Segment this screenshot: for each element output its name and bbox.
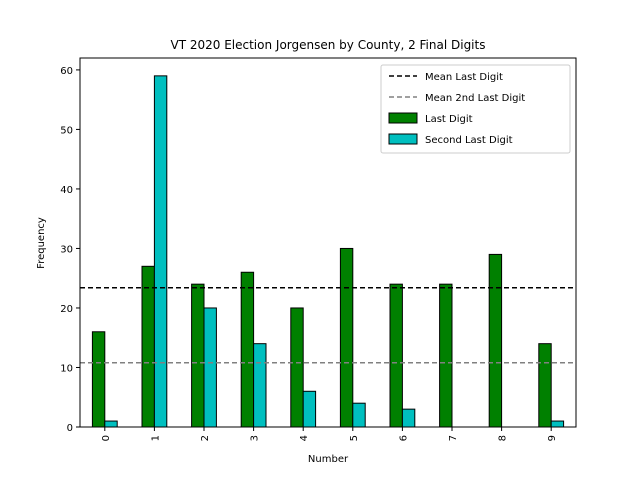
y-tick-label-30: 30 [60, 244, 73, 255]
y-tick-label-60: 60 [60, 66, 73, 77]
bar-second-last-digit-3 [253, 343, 267, 428]
legend: Mean Last Digit Mean 2nd Last Digit Last D… [380, 64, 571, 154]
bar-second-last-digit-2 [203, 307, 217, 428]
legend-marker-last-digit [388, 112, 418, 124]
legend-label-second-last-digit: Second Last Digit [425, 135, 513, 146]
x-tick-label-6: 6 [398, 435, 409, 441]
x-tick-label-1: 1 [150, 435, 161, 441]
bar-second-last-digit-5 [352, 402, 366, 428]
bar-second-last-digit-6 [401, 408, 416, 428]
bar-last-digit-3 [240, 271, 255, 428]
legend-box [380, 64, 571, 154]
bar-second-last-digit-0 [104, 420, 118, 428]
plot-area: 0 10 20 30 40 50 60 0 1 2 3 4 5 6 7 8 9 [60, 57, 577, 441]
chart-title: VT 2020 Election Jorgensen by County, 2 … [171, 38, 486, 52]
x-axis-label: Number [308, 454, 349, 465]
x-tick-label-9: 9 [547, 435, 558, 441]
x-tick-label-0: 0 [101, 435, 112, 441]
y-tick-label-0: 0 [67, 423, 73, 434]
legend-label-mean-last-digit: Mean Last Digit [425, 72, 503, 83]
bar-last-digit-7 [439, 283, 453, 428]
legend-marker-second-last-digit [388, 133, 418, 145]
bar-last-digit-2 [191, 283, 205, 428]
bar-second-last-digit-1 [153, 75, 168, 428]
x-tick-label-3: 3 [250, 435, 261, 441]
x-tick-label-7: 7 [448, 435, 459, 441]
bar-last-digit-6 [389, 283, 403, 428]
y-tick-label-20: 20 [60, 304, 73, 315]
bar-last-digit-5 [339, 247, 354, 428]
bar-last-digit-9 [538, 343, 552, 428]
legend-label-last-digit: Last Digit [425, 114, 473, 125]
bar-second-last-digit-4 [302, 390, 317, 428]
bar-last-digit-1 [141, 265, 155, 428]
y-tick-label-40: 40 [60, 185, 73, 196]
x-tick-label-8: 8 [498, 435, 509, 441]
axes-frame [79, 57, 577, 428]
legend-label-mean-second-last-digit: Mean 2nd Last Digit [425, 93, 525, 104]
x-tick-label-5: 5 [349, 435, 360, 441]
bar-last-digit-8 [488, 253, 503, 428]
y-tick-label-10: 10 [60, 363, 73, 374]
y-axis-label: Frequency [36, 217, 47, 269]
x-tick-label-2: 2 [200, 435, 211, 441]
y-tick-label-50: 50 [60, 125, 73, 136]
bar-last-digit-0 [91, 331, 106, 428]
bar-last-digit-4 [290, 307, 304, 428]
bar-second-last-digit-9 [550, 420, 565, 428]
x-tick-label-4: 4 [299, 435, 310, 441]
